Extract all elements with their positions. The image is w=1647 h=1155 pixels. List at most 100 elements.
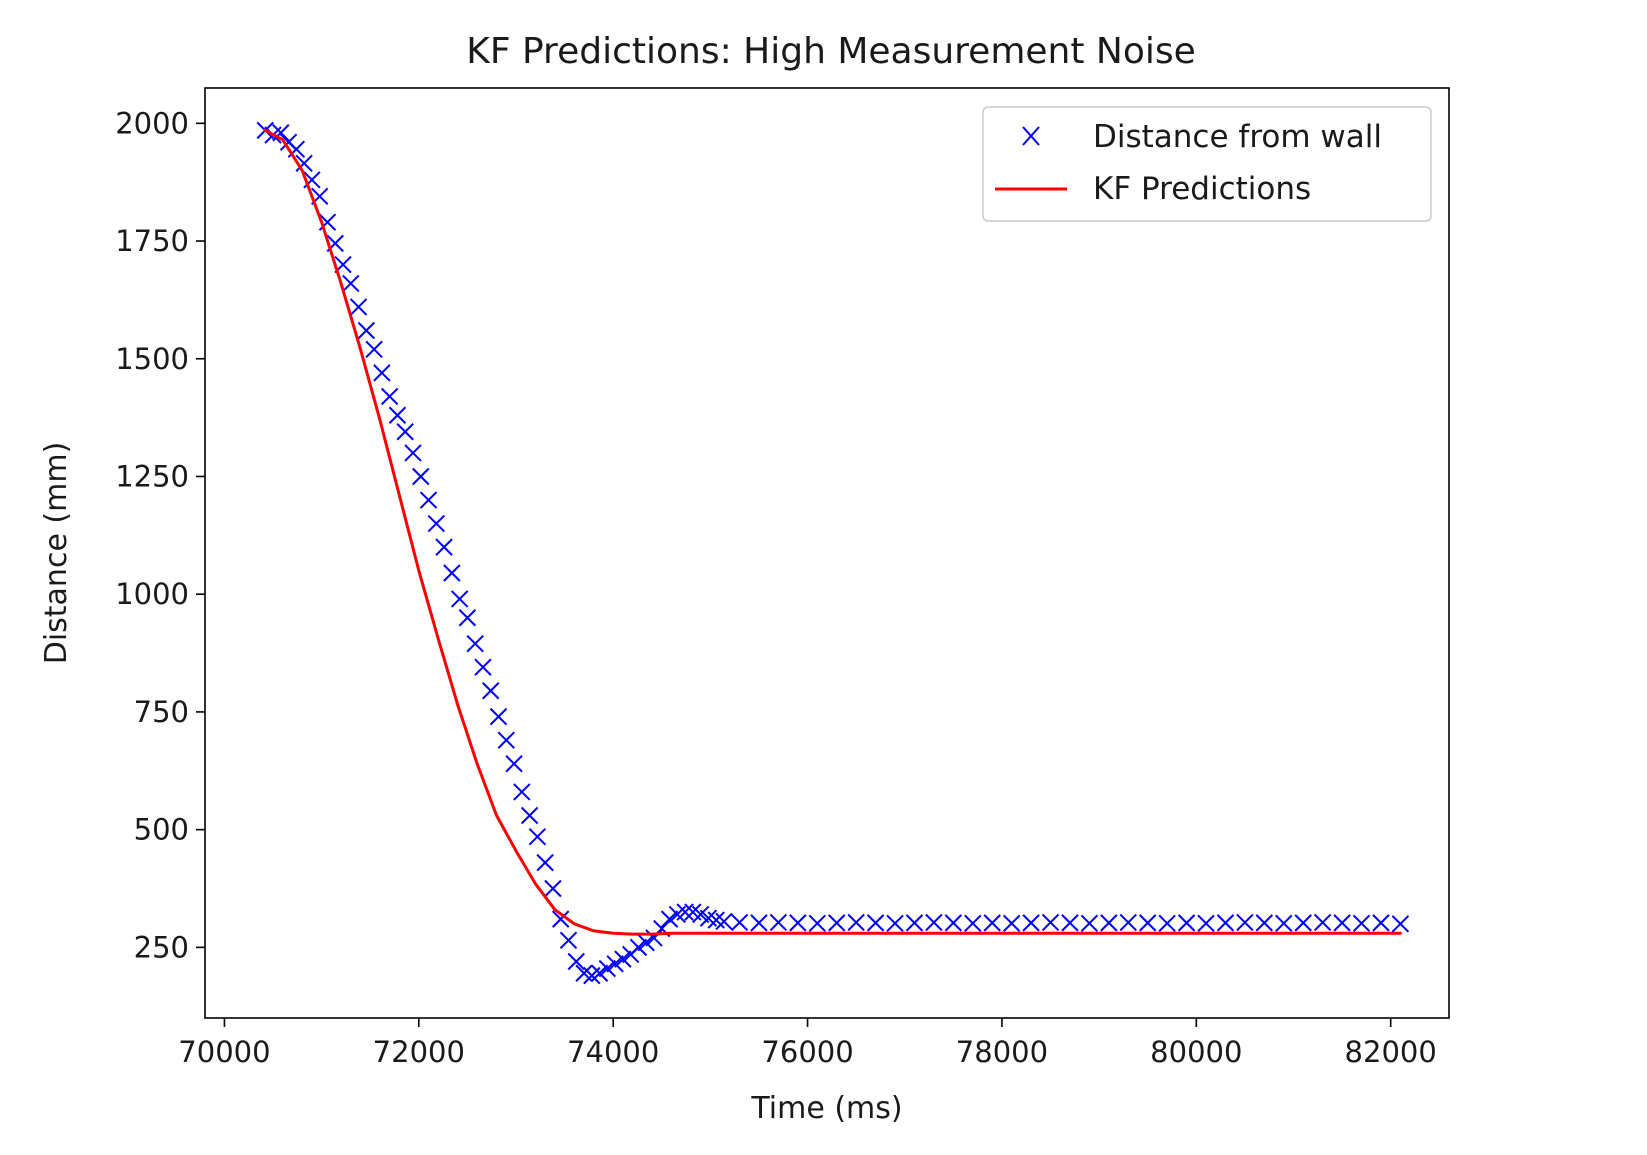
data-point-x-marker — [349, 298, 368, 316]
data-point-x-marker — [388, 406, 407, 424]
data-point-x-marker — [528, 828, 547, 846]
data-point-x-marker — [380, 387, 399, 406]
data-point-x-marker — [1294, 914, 1312, 932]
x-tick-label: 72000 — [373, 1035, 465, 1069]
data-point-x-marker — [544, 879, 562, 898]
data-point-x-marker — [964, 914, 982, 933]
data-point-x-marker — [614, 950, 632, 968]
data-point-x-marker — [1022, 914, 1040, 932]
data-point-x-marker — [357, 321, 376, 340]
legend-x-marker — [1022, 126, 1040, 146]
data-point-x-marker — [396, 423, 414, 441]
data-point-x-marker — [404, 444, 422, 462]
data-point-x-marker — [1275, 914, 1293, 933]
y-tick-label: 1500 — [115, 342, 189, 376]
data-point-x-marker — [1002, 914, 1021, 933]
y-tick-label: 750 — [134, 695, 189, 729]
plot-area — [204, 87, 1450, 1019]
data-point-x-marker — [1333, 914, 1351, 932]
data-point-x-marker — [1158, 914, 1176, 933]
data-point-x-marker — [707, 911, 725, 929]
legend-box — [982, 106, 1432, 222]
data-point-x-marker — [1313, 913, 1332, 932]
data-point-x-marker — [808, 914, 826, 933]
data-point-x-marker — [944, 914, 963, 932]
data-point-x-marker — [536, 853, 554, 872]
y-axis-label: Distance (mm) — [39, 442, 74, 665]
data-point-x-marker — [1391, 915, 1410, 933]
data-point-x-marker — [598, 959, 617, 978]
y-tick-label: 1000 — [115, 577, 189, 611]
data-point-x-marker — [365, 340, 383, 359]
data-point-x-marker — [435, 538, 453, 556]
y-tick-label: 1750 — [115, 224, 189, 258]
x-tick-label: 82000 — [1345, 1035, 1437, 1069]
x-tick-label: 74000 — [567, 1035, 659, 1069]
data-point-x-marker — [1119, 913, 1137, 932]
series-distance-from-wall — [256, 121, 1410, 985]
data-point-x-marker — [1139, 914, 1157, 932]
data-point-x-marker — [1216, 914, 1235, 932]
data-point-x-marker — [1352, 914, 1371, 933]
data-point-x-marker — [1061, 914, 1079, 932]
data-point-x-marker — [590, 964, 609, 982]
data-point-x-marker — [450, 590, 469, 608]
data-point-x-marker — [497, 731, 515, 749]
data-point-x-marker — [551, 910, 570, 928]
data-point-x-marker — [295, 154, 313, 173]
data-point-x-marker — [489, 707, 508, 726]
data-point-x-marker — [458, 609, 477, 627]
data-point-x-marker — [373, 364, 391, 382]
data-point-x-marker — [660, 910, 679, 928]
data-point-x-marker — [983, 914, 1001, 932]
data-point-x-marker — [482, 682, 500, 700]
data-point-x-marker — [567, 952, 585, 971]
series-kf-predictions-line — [263, 128, 1402, 936]
y-tick-label: 2000 — [115, 106, 189, 140]
y-tick-label: 500 — [134, 813, 189, 847]
data-point-x-marker — [828, 914, 846, 932]
chart-title: KF Predictions: High Measurement Noise — [466, 31, 1196, 72]
data-point-x-marker — [905, 914, 924, 932]
legend-label-kf: KF Predictions — [1093, 171, 1311, 207]
data-point-x-marker — [272, 124, 290, 142]
y-tick-label: 1250 — [115, 459, 189, 493]
data-point-x-marker — [769, 913, 788, 932]
x-tick-label: 80000 — [1150, 1035, 1242, 1069]
data-point-x-marker — [427, 514, 446, 533]
x-tick-label: 76000 — [761, 1035, 853, 1069]
data-point-x-marker — [925, 913, 943, 932]
data-point-x-marker — [412, 467, 430, 486]
data-point-x-marker — [1255, 914, 1274, 932]
y-tick-label: 250 — [134, 930, 189, 964]
data-point-x-marker — [466, 634, 484, 653]
data-point-x-marker — [606, 955, 624, 973]
data-point-x-marker — [1372, 914, 1390, 932]
legend: Distance from wall KF Predictions — [982, 106, 1432, 222]
data-point-x-marker — [629, 938, 648, 957]
data-point-x-marker — [474, 658, 492, 676]
data-point-x-marker — [559, 931, 578, 950]
y-axis: 250 500 750 1000 1250 1500 1750 2000 — [115, 106, 205, 964]
data-point-x-marker — [750, 914, 768, 932]
data-point-x-marker — [637, 933, 655, 952]
data-point-x-marker — [1041, 913, 1060, 932]
data-point-x-marker — [1236, 913, 1254, 932]
data-point-x-marker — [1100, 914, 1118, 932]
legend-label-distance: Distance from wall — [1093, 119, 1382, 155]
data-point-x-marker — [520, 806, 539, 825]
data-point-x-marker — [886, 914, 904, 933]
data-point-x-marker — [715, 912, 733, 931]
data-point-x-marker — [513, 783, 531, 801]
data-point-x-marker — [443, 564, 461, 582]
data-point-x-marker — [730, 913, 749, 932]
data-point-x-marker — [866, 914, 885, 932]
data-point-x-marker — [1080, 914, 1099, 933]
data-point-x-marker — [505, 755, 523, 773]
data-point-x-marker — [676, 903, 694, 921]
series-layer — [256, 121, 1410, 985]
x-tick-label: 70000 — [178, 1035, 270, 1069]
data-point-x-marker — [1177, 914, 1196, 932]
data-point-x-marker — [342, 274, 360, 293]
